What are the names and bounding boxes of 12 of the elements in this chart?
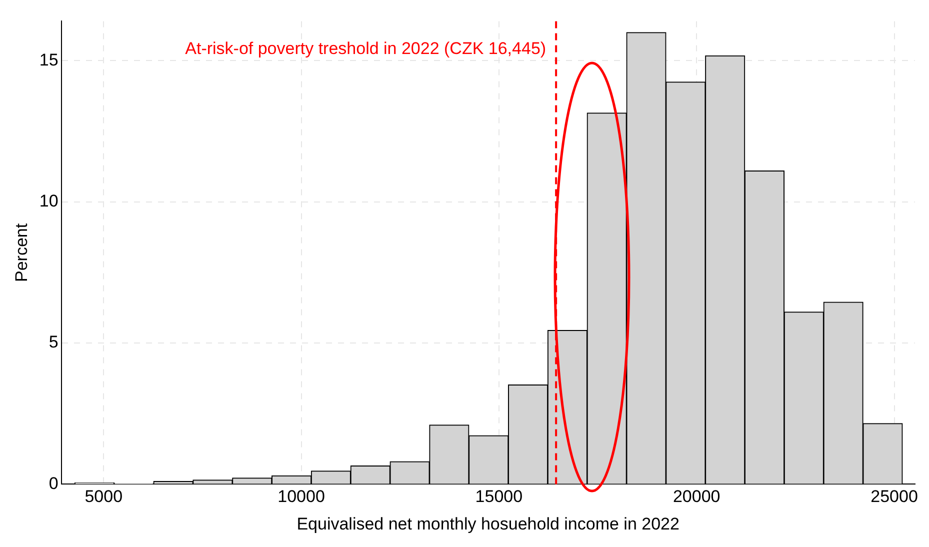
y-tick-label: 5 xyxy=(48,332,58,352)
x-tick-label: 10000 xyxy=(278,487,325,506)
x-tick-label: 5000 xyxy=(84,487,123,506)
y-tick-label: 15 xyxy=(39,50,58,70)
y-tick-label: 0 xyxy=(48,474,58,493)
x-tick-label: 25000 xyxy=(870,487,918,506)
y-tick-label: 10 xyxy=(39,192,58,211)
y-axis-title: Percent xyxy=(12,223,31,282)
x-tick-label: 20000 xyxy=(672,487,720,506)
x-tick-label: 15000 xyxy=(475,487,523,506)
x-axis-title: Equivalised net monthly hosuehold income in 2022 xyxy=(296,514,680,534)
ref-line-label: At-risk-of poverty treshold in 2022 (CZK 16,445) xyxy=(185,38,546,58)
